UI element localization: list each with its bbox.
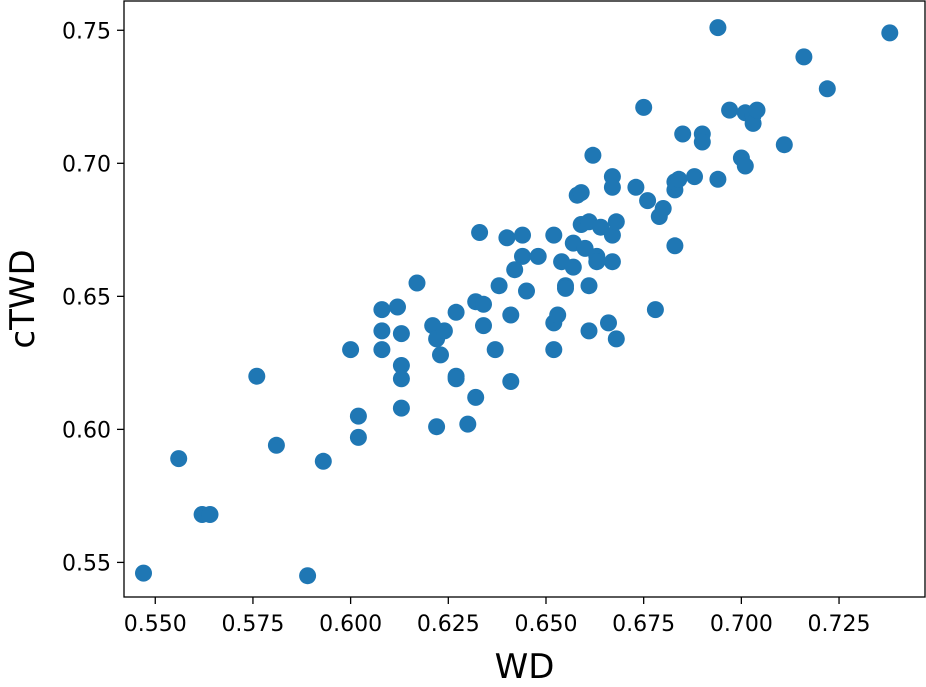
data-point bbox=[646, 301, 664, 319]
data-point bbox=[475, 317, 492, 335]
data-point bbox=[818, 80, 836, 98]
data-point bbox=[775, 136, 793, 154]
data-point bbox=[795, 48, 813, 66]
data-points bbox=[135, 19, 899, 585]
data-point bbox=[490, 277, 508, 295]
data-point bbox=[314, 452, 332, 470]
data-point bbox=[467, 388, 485, 406]
x-tick-label: 0.700 bbox=[710, 612, 773, 637]
data-point bbox=[459, 415, 477, 433]
data-point bbox=[709, 170, 727, 188]
plot-frame bbox=[123, 0, 926, 598]
data-point bbox=[408, 274, 426, 292]
y-tick-label: 0.55 bbox=[62, 551, 111, 576]
data-point bbox=[373, 322, 391, 340]
data-point bbox=[475, 295, 492, 313]
data-point bbox=[502, 306, 520, 324]
y-axis-label: cTWD bbox=[3, 249, 43, 348]
data-point bbox=[666, 237, 684, 255]
data-point bbox=[557, 279, 574, 297]
data-point bbox=[580, 277, 598, 295]
data-point bbox=[170, 450, 188, 468]
data-point bbox=[514, 247, 531, 265]
x-tick-label: 0.550 bbox=[124, 612, 187, 637]
x-tick-label: 0.725 bbox=[808, 612, 871, 637]
x-axis-label: WD bbox=[495, 647, 555, 687]
data-point bbox=[428, 418, 446, 436]
data-point bbox=[373, 341, 391, 359]
data-point bbox=[670, 170, 688, 188]
data-point bbox=[471, 224, 489, 241]
data-point bbox=[432, 346, 449, 364]
data-point bbox=[248, 367, 266, 385]
data-point bbox=[588, 253, 606, 271]
data-point bbox=[299, 567, 317, 585]
data-point bbox=[580, 322, 598, 340]
data-point bbox=[627, 178, 645, 196]
x-tick-label: 0.575 bbox=[221, 612, 284, 637]
data-point bbox=[635, 98, 653, 116]
data-point bbox=[674, 125, 692, 143]
data-point bbox=[201, 506, 219, 523]
data-point bbox=[529, 247, 547, 265]
x-axis-ticks: 0.550 0.575 0.600 0.625 0.650 0.675 0.700 0.725 bbox=[124, 597, 871, 637]
data-point bbox=[572, 184, 590, 202]
data-point bbox=[549, 306, 567, 324]
data-point bbox=[486, 341, 504, 359]
x-tick-label: 0.675 bbox=[612, 612, 675, 637]
data-point bbox=[686, 168, 703, 186]
data-point bbox=[514, 226, 531, 244]
data-point bbox=[135, 564, 152, 582]
y-tick-label: 0.65 bbox=[62, 285, 111, 310]
data-point bbox=[545, 341, 563, 359]
data-point bbox=[607, 213, 625, 231]
x-tick-label: 0.650 bbox=[514, 612, 577, 637]
x-tick-label: 0.600 bbox=[319, 612, 382, 637]
data-point bbox=[564, 258, 582, 276]
data-point bbox=[392, 399, 410, 417]
data-point bbox=[389, 298, 406, 316]
data-point bbox=[603, 253, 621, 271]
data-point bbox=[498, 229, 516, 247]
data-point bbox=[639, 192, 657, 210]
y-tick-label: 0.75 bbox=[62, 19, 111, 44]
data-point bbox=[693, 133, 711, 151]
data-point bbox=[373, 301, 391, 319]
data-point bbox=[447, 370, 465, 388]
data-point bbox=[435, 322, 453, 340]
y-tick-label: 0.60 bbox=[62, 418, 111, 443]
data-point bbox=[392, 370, 410, 388]
data-point bbox=[721, 101, 739, 119]
data-point bbox=[545, 226, 563, 244]
data-point bbox=[349, 407, 367, 425]
data-point bbox=[748, 101, 766, 119]
data-point bbox=[502, 373, 520, 390]
data-point bbox=[654, 200, 672, 217]
data-point bbox=[881, 24, 899, 42]
data-point bbox=[392, 325, 410, 343]
data-point bbox=[607, 330, 625, 348]
y-tick-label: 0.70 bbox=[62, 152, 111, 177]
y-axis-ticks: 0.55 0.60 0.65 0.70 0.75 bbox=[62, 19, 124, 576]
data-point bbox=[349, 428, 367, 446]
data-point bbox=[342, 341, 360, 359]
data-point bbox=[600, 314, 617, 332]
data-point bbox=[518, 282, 535, 300]
data-point bbox=[506, 261, 524, 279]
data-point bbox=[744, 114, 762, 132]
data-point bbox=[709, 19, 727, 37]
data-point bbox=[584, 146, 602, 164]
data-point bbox=[267, 436, 285, 454]
x-tick-label: 0.625 bbox=[417, 612, 480, 637]
data-point bbox=[603, 178, 621, 196]
data-point bbox=[392, 357, 410, 374]
data-point bbox=[736, 157, 754, 175]
data-point bbox=[603, 226, 621, 244]
data-point bbox=[447, 303, 465, 321]
